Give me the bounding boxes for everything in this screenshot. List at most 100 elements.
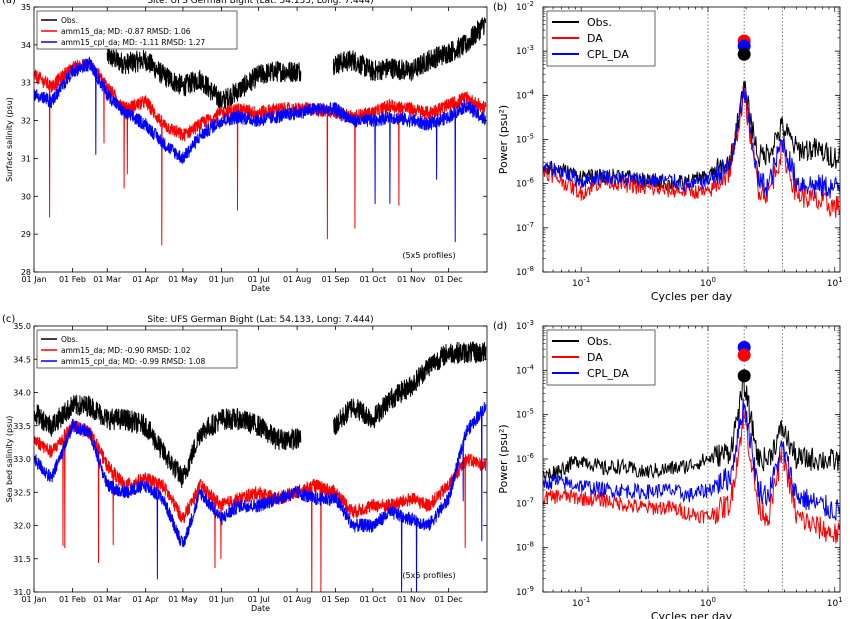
y-tick-label: 10-9 — [516, 585, 534, 598]
y-tick-label: 35.0 — [13, 322, 31, 331]
y-tick-label: 33 — [21, 79, 31, 88]
x-tick-label: 100 — [700, 596, 716, 609]
panel-label: (b) — [493, 2, 507, 13]
x-tick-label: 01 Jul — [247, 595, 269, 604]
x-tick-label: 10-1 — [572, 596, 590, 609]
legend: Obs. DA CPL_DA — [546, 10, 656, 67]
series-line-2 — [543, 85, 840, 199]
legend-entry-2: amm15_cpl_da; MD: -1.11 RMSD: 1.27 — [61, 38, 205, 47]
y-tick-label: 10-6 — [516, 177, 534, 190]
x-tick-label: 01 Jan — [21, 595, 46, 604]
x-tick-label: 101 — [827, 596, 843, 609]
x-tick-label: 101 — [827, 276, 843, 289]
x-tick-label: 01 Apr — [132, 275, 159, 284]
panel-title: Site: UFS German Bight (Lat: 54.133, Lon… — [147, 315, 373, 325]
panel-label: (a) — [2, 0, 16, 6]
plot-area — [543, 326, 840, 592]
plot-area — [34, 341, 487, 592]
annotation: (5x5 profiles) — [402, 571, 455, 580]
series-line-2 — [543, 398, 840, 521]
y-axis-label: Power (psu²) — [497, 424, 510, 493]
y-tick-label: 10-5 — [516, 133, 534, 146]
panel-c: (c) Site: UFS German Bight (Lat: 54.133, … — [2, 314, 488, 613]
legend-entry-1: DA — [587, 351, 603, 364]
plot-area — [543, 7, 840, 272]
series-line-1 — [543, 85, 840, 218]
legend-entry-0: Obs. — [587, 335, 612, 348]
x-tick-label: 01 Oct — [360, 595, 387, 604]
axes-frame — [33, 6, 488, 273]
y-tick-label: 10-8 — [516, 541, 534, 554]
y-tick-label: 32.0 — [13, 522, 31, 531]
legend-entry-1: DA — [587, 32, 603, 45]
y-axis-label: Power (psu²) — [497, 105, 510, 174]
y-tick-label: 10-4 — [516, 88, 534, 101]
y-tick-label: 10-3 — [516, 44, 534, 57]
series-line-0 — [34, 341, 487, 488]
legend-box — [36, 10, 238, 50]
series-line-2 — [34, 56, 487, 243]
x-tick-label: 01 Apr — [132, 595, 159, 604]
x-tick-label: 01 Mar — [93, 275, 122, 284]
panel-a: (a) Site: UFS German Bight (Lat: 54.133, … — [2, 0, 488, 293]
series-line-1 — [34, 58, 487, 246]
y-axis-label: Surface salinity (psu) — [5, 97, 14, 182]
y-tick-label: 28 — [21, 268, 31, 277]
x-tick-label: 01 Nov — [397, 275, 426, 284]
x-tick-label: 01 Nov — [397, 595, 426, 604]
x-tick-label: 01 Feb — [59, 595, 86, 604]
legend-entry-1: amm15_da; MD: -0.90 RMSD: 1.02 — [61, 346, 191, 355]
x-tick-label: 01 May — [168, 595, 198, 604]
x-axis-label: Cycles per day — [651, 290, 733, 303]
x-tick-label: 01 Jun — [209, 595, 234, 604]
series-line-1 — [543, 407, 840, 544]
legend-entry-2: amm15_cpl_da; MD: -0.99 RMSD: 1.08 — [61, 357, 205, 366]
y-tick-label: 31 — [21, 154, 31, 163]
y-tick-label: 29 — [21, 230, 31, 239]
x-tick-label: 01 May — [168, 275, 198, 284]
x-tick-label: 01 Jul — [247, 275, 269, 284]
x-axis-label: Date — [251, 284, 270, 293]
y-tick-label: 30 — [21, 192, 31, 201]
legend-box — [36, 329, 238, 369]
y-tick-label: 34.0 — [13, 389, 31, 398]
x-tick-label: 01 Jan — [21, 275, 46, 284]
legend: Obs. DA CPL_DA — [546, 329, 656, 386]
y-tick-label: 34 — [21, 41, 31, 50]
x-tick-label: 01 Feb — [59, 275, 86, 284]
plot-area — [34, 17, 487, 246]
series-line-0 — [543, 80, 840, 191]
legend-entry-1: amm15_da; MD: -0.87 RMSD: 1.06 — [61, 27, 191, 36]
y-tick-label: 33.0 — [13, 455, 31, 464]
panel-label: (d) — [493, 321, 507, 332]
y-tick-label: 10-7 — [516, 496, 534, 509]
x-tick-label: 01 Oct — [360, 275, 387, 284]
peak-dot-1 — [737, 348, 751, 362]
x-tick-label: 10-1 — [572, 276, 590, 289]
y-tick-label: 10-4 — [516, 363, 534, 376]
series-line-0 — [543, 373, 840, 480]
legend: Obs. amm15_da; MD: -0.90 RMSD: 1.02 amm15_… — [36, 329, 238, 369]
x-tick-label: 01 Jun — [209, 275, 234, 284]
y-tick-label: 10-8 — [516, 265, 534, 278]
series-line-1 — [34, 418, 487, 592]
x-tick-label: 01 Aug — [283, 595, 311, 604]
legend-entry-2: CPL_DA — [587, 48, 629, 61]
x-tick-label: 100 — [700, 276, 716, 289]
legend-entry-0: Obs. — [61, 335, 78, 344]
series-line-0 — [106, 17, 487, 111]
y-tick-label: 10-6 — [516, 452, 534, 465]
y-tick-label: 31.5 — [13, 555, 31, 564]
legend: Obs. amm15_da; MD: -0.87 RMSD: 1.06 amm15_… — [36, 10, 238, 50]
panel-b: (b) 10-8 10-7 10-6 10-5 10-4 10-3 10-2 10-1 100 10… — [493, 0, 843, 303]
y-tick-label: 10-5 — [516, 408, 534, 421]
x-tick-label: 01 Sep — [322, 595, 350, 604]
y-tick-label: 10-7 — [516, 221, 534, 234]
legend-entry-0: Obs. — [587, 16, 612, 29]
series-line-2 — [34, 402, 487, 592]
x-tick-label: 01 Aug — [283, 275, 311, 284]
y-tick-label: 10-2 — [516, 0, 534, 13]
panel-title: Site: UFS German Bight (Lat: 54.133, Lon… — [147, 0, 373, 6]
x-axis-label: Cycles per day — [651, 610, 733, 619]
